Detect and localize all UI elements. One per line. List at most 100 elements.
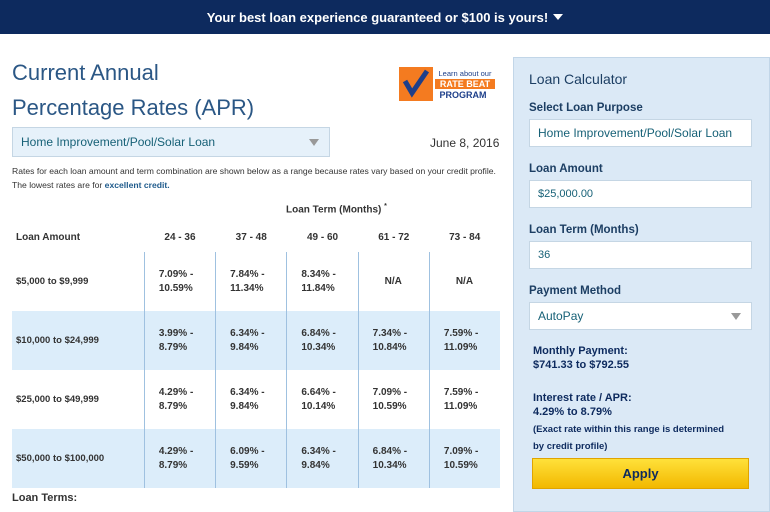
rate-label: Interest rate / APR:: [533, 392, 632, 404]
rate-text: 10.84%: [372, 341, 407, 353]
rate-text: 7.09% -: [372, 386, 408, 398]
select-value[interactable]: Home Improvement/Pool/Solar Loan: [21, 135, 216, 149]
rate-text: 6.34% -: [301, 445, 336, 457]
rate-text: 8.79%: [158, 459, 188, 471]
rate-text: 10.34%: [372, 459, 407, 471]
rate-cell: N/A: [428, 252, 500, 311]
rate-text: 11.84%: [301, 282, 335, 294]
rate-cell: 8.34% - 11.84%: [286, 252, 359, 311]
header-row: Loan Amount 24 - 36 37 - 48 49 - 60 61 - 72 7…: [12, 222, 500, 252]
rate-text: 7.34% -: [372, 327, 408, 339]
loan-terms-label: Loan Terms:: [12, 492, 78, 504]
rate-cell: 4.29% - 8.79%: [143, 429, 216, 488]
rate-value: 4.29% to 8.79%: [533, 406, 612, 418]
loan-purpose-select[interactable]: Home Improvement/Pool/Solar Loan: [12, 127, 330, 157]
rate-text: 7.09% -: [443, 445, 479, 457]
rate-text: 8.79%: [158, 341, 188, 353]
rate-text: 11.09%: [443, 341, 478, 353]
badge-text[interactable]: RATE BEAT: [440, 79, 491, 89]
rates-date: June 8, 2016: [430, 136, 500, 150]
rate-note: (Exact rate within this range is determi…: [533, 424, 725, 435]
loan-amount: $25,000 to $49,999: [16, 393, 99, 405]
rate-text: 9.84%: [230, 341, 259, 353]
rate-text: 8.79%: [158, 400, 188, 412]
field-label: Select Loan Purpose: [529, 102, 643, 114]
badge-text[interactable]: PROGRAM: [440, 90, 487, 100]
rate-text: 6.64% -: [301, 386, 336, 398]
group-header-text: Loan Term (Months): [286, 204, 382, 216]
method-select[interactable]: AutoPay: [529, 302, 752, 330]
select-value[interactable]: Home Improvement/Pool/Solar Loan: [538, 126, 733, 140]
rate-cell: 7.09% - 10.59%: [428, 429, 500, 488]
badge-text[interactable]: Learn about our: [439, 69, 492, 78]
rate-text: 11.09%: [443, 400, 478, 412]
column-header: 61 - 72: [378, 231, 410, 243]
rate-text: 4.29% -: [158, 445, 194, 457]
rate-cell: 6.64% - 10.14%: [286, 370, 359, 429]
rate-cell: 6.34% - 9.84%: [286, 429, 359, 488]
rate-cell: 6.34% - 9.84%: [215, 370, 287, 429]
rate-row: $10,000 to $24,999 3.99% - 8.79% 6.34% - 9.8…: [12, 311, 500, 370]
purpose-select[interactable]: Home Improvement/Pool/Solar Loan: [529, 119, 752, 147]
rate-text: 10.14%: [301, 400, 336, 412]
rate-cell: N/A: [357, 252, 430, 311]
rate-text: 11.34%: [230, 282, 264, 294]
rate-text: 9.84%: [230, 400, 259, 412]
rate-cell: 7.59% - 11.09%: [428, 311, 500, 370]
banner-text[interactable]: Your best loan experience guaranteed or …: [206, 9, 549, 25]
rate-text: 6.09% -: [230, 445, 265, 457]
select-arrow: [309, 139, 319, 146]
input-value[interactable]: 36: [538, 249, 551, 261]
rate-cell: 7.84% - 11.34%: [215, 252, 287, 311]
term-input[interactable]: 36: [529, 241, 752, 269]
apply-button[interactable]: Apply: [532, 458, 749, 489]
column-header: 49 - 60: [306, 231, 339, 243]
rate-cell: 7.09% - 10.59%: [143, 252, 216, 311]
page-title: Percentage Rates (APR): [12, 95, 255, 120]
input-value[interactable]: $25,000.00: [538, 188, 594, 200]
loan-amount: $5,000 to $9,999: [16, 275, 89, 287]
rate-text: 6.84% -: [301, 327, 336, 339]
group-header-marker: *: [384, 203, 387, 210]
rate-beat-badge[interactable]: Learn about our RATE BEAT PROGRAM: [399, 67, 497, 101]
rate-text: 6.34% -: [230, 386, 265, 398]
payment-value: $741.33 to $792.55: [533, 359, 630, 371]
rate-note: by credit profile): [533, 441, 608, 452]
excellent-credit-link[interactable]: excellent credit.: [104, 180, 170, 190]
rate-text: 7.09% -: [158, 268, 194, 280]
rate-text: 9.59%: [230, 459, 259, 471]
promo-banner[interactable]: Your best loan experience guaranteed or …: [0, 0, 770, 34]
column-header: Loan Amount: [16, 231, 81, 243]
rate-text: 7.59% -: [443, 327, 479, 339]
rate-cell: 6.09% - 9.59%: [215, 429, 287, 488]
apply-text[interactable]: Apply: [622, 466, 659, 481]
rate-text: 3.99% -: [158, 327, 194, 339]
rates-table: Loan Amount 24 - 36 37 - 48 49 - 60 61 - 72 7…: [12, 222, 500, 488]
rate-cell: 3.99% - 8.79%: [143, 311, 216, 370]
rate-cell: 7.59% - 11.09%: [428, 370, 500, 429]
rate-text: 7.84% -: [230, 268, 265, 280]
select-value[interactable]: AutoPay: [538, 309, 584, 323]
rate-text: 9.84%: [301, 459, 330, 471]
rate-text: N/A: [455, 275, 474, 287]
rate-text: 10.59%: [443, 459, 478, 471]
rate-cell: 7.09% - 10.59%: [357, 370, 430, 429]
field-label: Payment Method: [529, 285, 622, 297]
field-label: Loan Amount: [529, 163, 603, 175]
page-title: Current Annual: [12, 60, 159, 85]
select-arrow: [731, 313, 741, 320]
rate-text: 4.29% -: [158, 386, 194, 398]
rate-cell: 7.34% - 10.84%: [357, 311, 430, 370]
rate-text: 7.59% -: [443, 386, 479, 398]
rate-text: 10.59%: [372, 400, 407, 412]
rate-row: $50,000 to $100,000 4.29% - 8.79% 6.09% - 9.…: [12, 429, 500, 488]
amount-input[interactable]: $25,000.00: [529, 180, 752, 208]
term-group-header: Loan Term (Months) *: [286, 203, 387, 215]
rate-text: N/A: [384, 275, 402, 287]
note-text: Rates for each loan amount and term comb…: [12, 166, 496, 190]
loan-amount: $50,000 to $100,000: [12, 429, 145, 488]
rate-text: 10.59%: [158, 282, 193, 294]
loan-amount: $10,000 to $24,999: [12, 311, 145, 370]
rate-cell: 4.29% - 8.79%: [143, 370, 216, 429]
